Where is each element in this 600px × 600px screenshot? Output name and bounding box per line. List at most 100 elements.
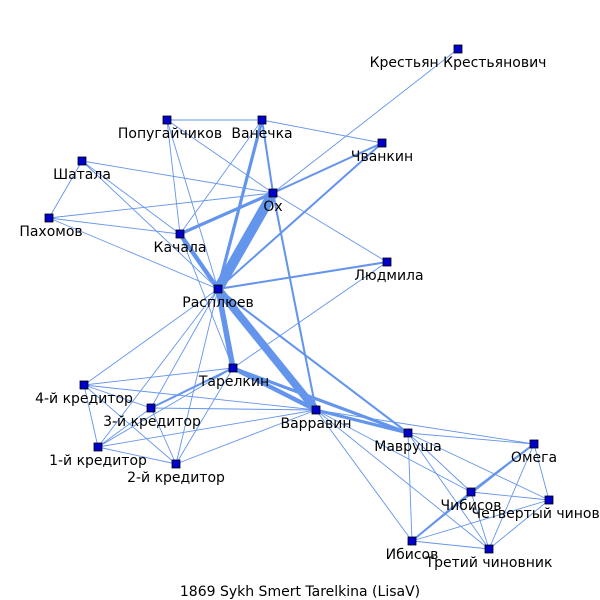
edge-chvankin-okh (272, 142, 383, 194)
node-label-omega: Омега (511, 450, 557, 466)
edge-chibisov-chinovnik4 (470, 491, 550, 501)
diagram-caption: 1869 Sykh Smert Tarelkina (LisaV) (180, 584, 420, 600)
edge-ibisov-chinovnik3 (411, 540, 490, 550)
node-tarelkin (228, 363, 238, 373)
edge-chibisov-ibisov (411, 491, 472, 542)
edge-okh-lyudmila (272, 192, 388, 263)
edge-varravin-mavrusha (315, 408, 409, 435)
edge-krestyan-okh (272, 48, 459, 194)
node-label-kreditor2: 2-й кредитор (127, 470, 225, 486)
edge-tarelkin-kreditor2 (175, 367, 234, 465)
node-label-chinovnik4: Четвертый чиновник (472, 506, 600, 522)
edge-pakhomov-okh (48, 192, 274, 219)
edge-pakhomov-kachala (48, 217, 181, 235)
node-label-lyudmila: Людмила (354, 268, 423, 284)
node-okh (268, 188, 278, 198)
node-chinovnik4 (544, 495, 554, 505)
edge-tarelkin-mavrusha (232, 366, 409, 435)
edge-chinovnik4-chinovnik3 (488, 499, 550, 550)
edge-kachala-tarelkin (179, 233, 234, 369)
edge-kreditor3-kreditor1 (97, 407, 152, 448)
edge-raspluev-kreditor4 (83, 288, 219, 386)
edge-vanechka-okh (260, 119, 275, 194)
edge-kreditor4-kreditor1 (83, 384, 99, 448)
edge-varravin-chibisov (315, 409, 472, 493)
edge-kreditor1-kreditor2 (97, 446, 177, 465)
node-kreditor3 (146, 403, 156, 413)
node-mavrusha (403, 428, 413, 438)
node-label-pakhomov: Пахомов (19, 224, 82, 240)
node-label-popugaychikov: Попугайчиков (118, 126, 222, 142)
edge-tarelkin-kreditor4 (83, 367, 234, 386)
node-chibisov (466, 487, 476, 497)
node-kachala (175, 229, 185, 239)
edge-raspluev-kreditor1 (97, 288, 219, 448)
node-kreditor4 (79, 380, 89, 390)
node-raspluev (213, 284, 223, 294)
node-label-vanechka: Ванечка (231, 126, 292, 142)
edge-kreditor3-varravin (150, 407, 317, 411)
node-kreditor1 (93, 442, 103, 452)
edge-varravin-omega (315, 409, 535, 445)
edge-chinovnik4-ibisov (411, 499, 550, 542)
edge-popugaychikov-raspluev (166, 119, 219, 290)
node-label-varravin: Варравин (280, 416, 351, 432)
edge-popugaychikov-kachala (166, 119, 181, 235)
edge-lyudmila-tarelkin (232, 261, 388, 369)
edge-raspluev-tarelkin (215, 288, 236, 369)
node-chvankin (377, 138, 387, 148)
edge-shatala-pakhomov (48, 160, 83, 219)
edge-mavrusha-ibisov (407, 432, 413, 542)
node-popugaychikov (162, 115, 172, 125)
node-omega (529, 439, 539, 449)
edge-kreditor1-varravin (97, 409, 317, 448)
node-label-raspluev: Расплюев (182, 295, 253, 311)
node-pakhomov (44, 213, 54, 223)
edge-popugaychikov-okh (166, 119, 274, 194)
edge-tarelkin-kreditor1 (97, 367, 234, 448)
edge-varravin-chinovnik3 (315, 409, 490, 550)
edge-varravin-ibisov (315, 409, 413, 542)
node-label-kreditor4: 4-й кредитор (35, 391, 133, 407)
node-lyudmila (382, 257, 392, 267)
edge-shatala-raspluev (81, 160, 219, 290)
edge-chvankin-raspluev (217, 142, 383, 290)
edge-kreditor4-kreditor3 (83, 384, 152, 409)
edge-mavrusha-chibisov (407, 432, 472, 493)
node-label-mavrusha: Мавруша (374, 439, 441, 455)
node-label-ibisov: Ибисов (386, 547, 439, 563)
edge-kreditor4-varravin (83, 384, 317, 411)
node-ibisov (407, 536, 417, 546)
edge-tarelkin-varravin (232, 366, 317, 412)
node-kreditor2 (171, 459, 181, 469)
node-label-chibisov: Чибисов (441, 498, 502, 514)
edge-kachala-raspluev (178, 232, 220, 291)
edge-shatala-okh (81, 160, 274, 194)
node-label-chvankin: Чванкин (351, 149, 413, 165)
edge-layer (48, 48, 550, 550)
node-label-krestyan: Крестьян Крестьянович (370, 55, 547, 71)
edge-mavrusha-omega (407, 432, 535, 445)
edge-mavrusha-chinovnik4 (407, 432, 550, 501)
node-chinovnik3 (484, 544, 494, 554)
edge-raspluev-varravin (214, 286, 320, 413)
node-vanechka (257, 115, 267, 125)
edge-tarelkin-kreditor3 (150, 367, 234, 409)
edge-okh-raspluev (213, 190, 278, 292)
edge-mavrusha-chinovnik3 (407, 432, 490, 550)
edge-raspluev-mavrusha (217, 288, 409, 434)
edge-raspluev-kreditor2 (175, 288, 219, 465)
edge-vanechka-kachala (179, 119, 263, 235)
edge-omega-chinovnik4 (533, 443, 550, 501)
edge-pakhomov-raspluev (48, 217, 219, 290)
edge-kreditor2-varravin (175, 409, 317, 465)
edge-raspluev-kreditor3 (150, 288, 219, 409)
edge-kreditor4-kreditor2 (83, 384, 177, 465)
node-krestyan (453, 44, 463, 54)
node-label-shatala: Шатала (53, 167, 111, 183)
node-varravin (311, 405, 321, 415)
node-label-chinovnik3: Третий чиновник (425, 555, 553, 571)
edge-okh-kachala (179, 191, 274, 236)
